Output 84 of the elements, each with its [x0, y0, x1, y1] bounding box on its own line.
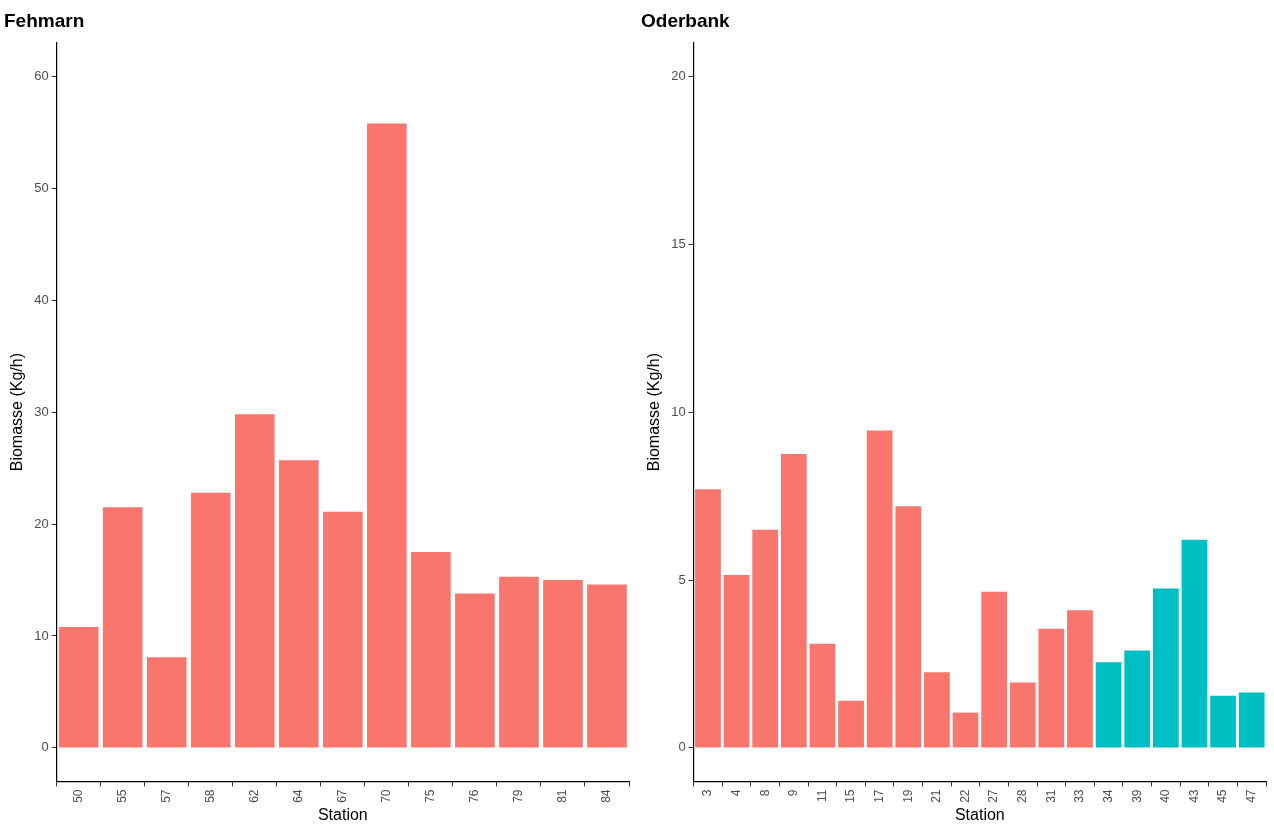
- x-tick-label: 15: [843, 789, 858, 803]
- x-tick-label: 58: [203, 789, 218, 803]
- x-tick-label: 47: [1244, 789, 1258, 803]
- x-tick-label: 34: [1100, 789, 1115, 803]
- x-tick-label: 50: [70, 789, 85, 803]
- x-tick-label: 31: [1043, 789, 1058, 803]
- bar: [234, 414, 275, 748]
- bar: [952, 712, 979, 748]
- bar: [1238, 692, 1265, 748]
- x-tick-label: 33: [1072, 789, 1087, 803]
- bar: [190, 492, 231, 748]
- x-tick-label: 79: [511, 789, 526, 803]
- bar: [1124, 650, 1151, 748]
- y-tick-label: 0: [678, 739, 686, 755]
- bar: [809, 643, 836, 748]
- bar: [1152, 588, 1179, 748]
- x-tick-label: 75: [423, 789, 438, 803]
- bar: [723, 574, 750, 748]
- x-tick-label: 21: [929, 789, 944, 803]
- x-tick-label: 84: [599, 789, 614, 803]
- bar: [1038, 628, 1065, 748]
- bar: [543, 580, 583, 748]
- x-tick-label: 43: [1186, 789, 1201, 803]
- bar: [1095, 662, 1122, 748]
- x-tick-label: 64: [291, 789, 306, 803]
- bar: [587, 584, 627, 748]
- x-tick-label: 70: [379, 789, 394, 803]
- y-axis-title: Biomasse (Kg/h): [645, 352, 663, 472]
- bar: [367, 123, 407, 748]
- x-tick-label: 19: [900, 789, 915, 803]
- bar: [1009, 682, 1036, 748]
- x-tick-label: 3: [700, 789, 715, 797]
- bar: [924, 672, 950, 748]
- y-tick-label: 5: [678, 571, 686, 587]
- x-tick-label: 67: [335, 789, 350, 803]
- chart-title: Fehmarn: [4, 9, 85, 31]
- y-tick-label: 10: [34, 627, 49, 643]
- x-tick-label: 9: [786, 789, 801, 797]
- chart-title: Oderbank: [641, 9, 731, 31]
- x-tick-label: 11: [814, 789, 829, 802]
- bar: [1210, 695, 1236, 748]
- y-tick-label: 15: [671, 235, 686, 251]
- x-tick-label: 40: [1158, 789, 1173, 803]
- y-tick-label: 50: [34, 179, 49, 195]
- x-tick-label: 39: [1129, 789, 1144, 803]
- x-tick-label: 45: [1215, 789, 1230, 803]
- y-tick-label: 0: [41, 739, 49, 755]
- x-tick-label: 76: [467, 789, 482, 803]
- bar: [780, 454, 807, 748]
- x-tick-label: 17: [871, 789, 886, 803]
- bar: [695, 489, 721, 748]
- y-tick-label: 10: [671, 403, 686, 419]
- bar: [323, 511, 363, 748]
- x-tick-label: 62: [247, 789, 262, 803]
- x-axis-title: Station: [954, 805, 1005, 823]
- y-tick-label: 30: [34, 403, 49, 419]
- x-tick-label: 4: [728, 789, 743, 797]
- bar: [1181, 539, 1208, 748]
- y-tick-label: 20: [34, 515, 49, 531]
- bar: [411, 552, 451, 748]
- y-axis-title: Biomasse (Kg/h): [8, 352, 26, 472]
- bar: [102, 507, 143, 748]
- bar: [1067, 610, 1093, 748]
- bar: [838, 700, 864, 748]
- bar: [278, 460, 319, 748]
- bar: [752, 529, 779, 748]
- bar: [58, 627, 99, 748]
- x-tick-label: 57: [159, 789, 174, 803]
- x-tick-label: 8: [757, 789, 772, 797]
- y-tick-label: 40: [34, 291, 49, 307]
- bar: [455, 593, 495, 748]
- x-tick-label: 28: [1015, 789, 1030, 803]
- y-tick-label: 60: [34, 67, 49, 83]
- bar: [146, 657, 187, 748]
- bar: [981, 591, 1008, 748]
- bar: [866, 430, 893, 748]
- x-tick-label: 27: [986, 789, 1001, 803]
- bar: [499, 576, 539, 748]
- x-tick-label: 22: [957, 789, 972, 803]
- x-tick-label: 81: [555, 789, 570, 803]
- y-tick-label: 20: [671, 67, 686, 83]
- x-tick-label: 55: [115, 789, 130, 803]
- bar: [895, 506, 922, 748]
- x-axis-title: Station: [317, 805, 368, 823]
